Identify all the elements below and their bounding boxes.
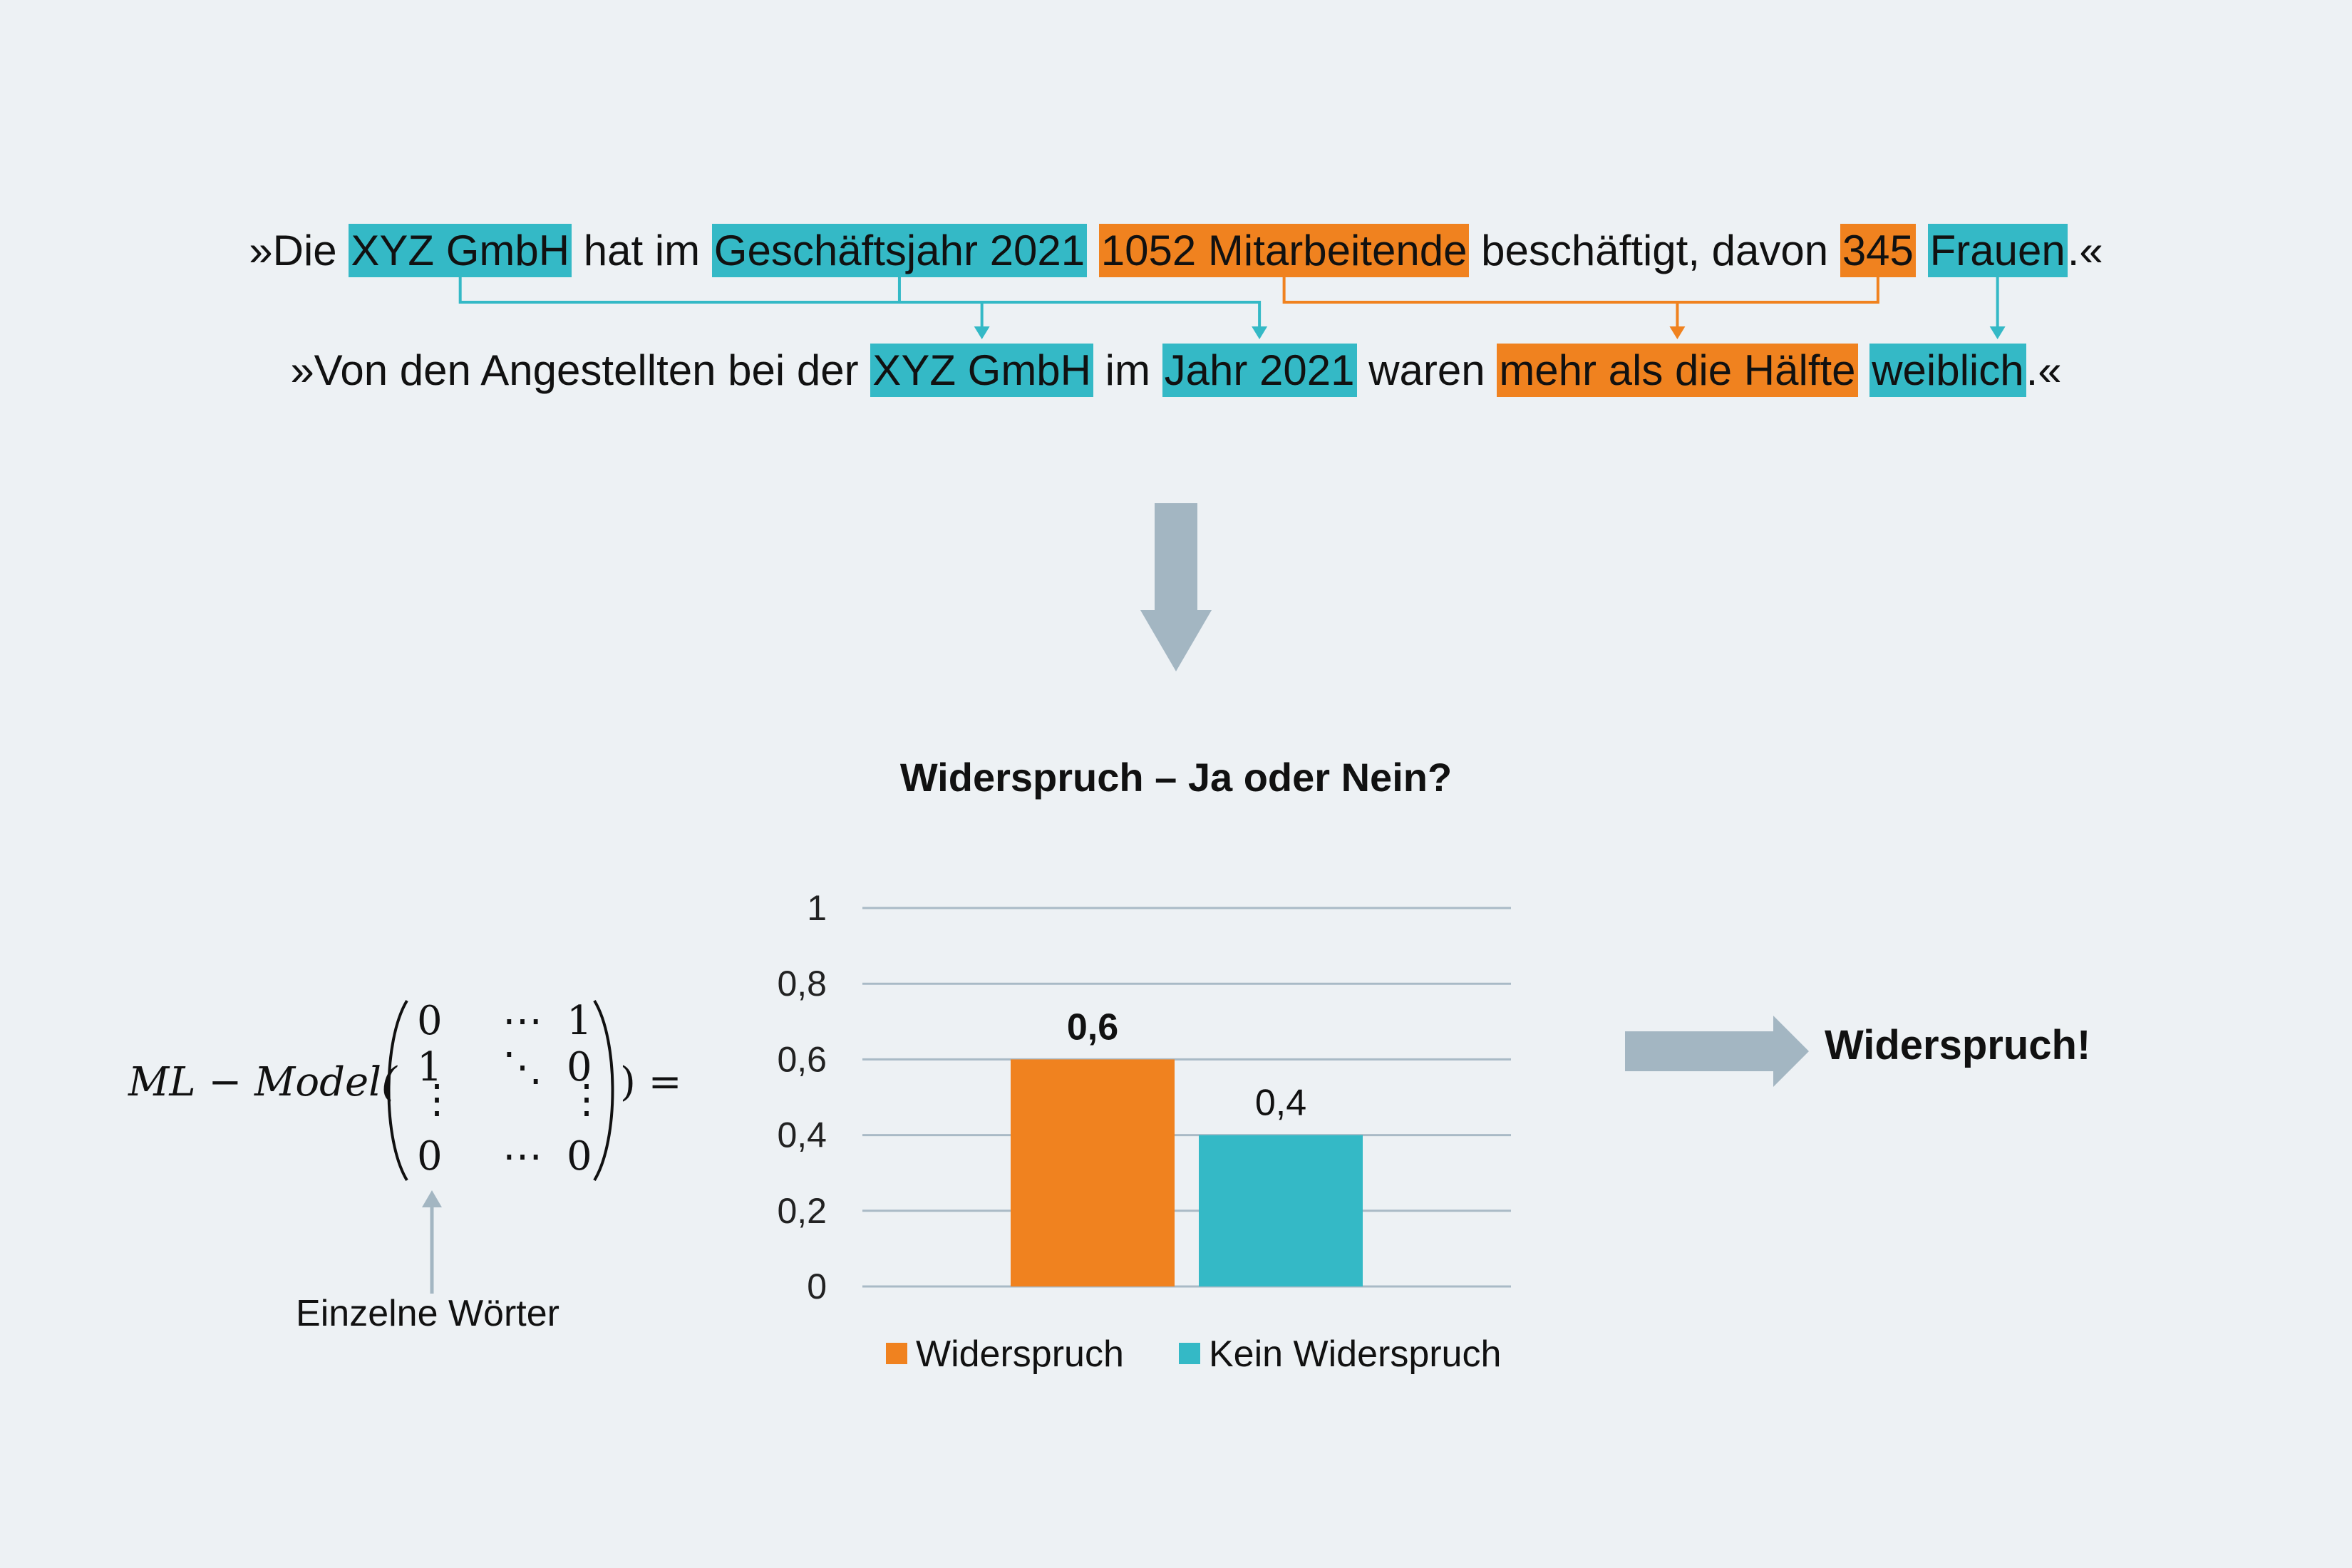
formula-suffix: ) = <box>620 1059 682 1105</box>
formula-prefix: ML − Model( <box>128 1059 397 1105</box>
y-tick-label: 0,2 <box>777 1191 827 1231</box>
sentence-1-text: .« <box>2067 227 2103 274</box>
bar-value-label: 0,4 <box>1255 1083 1306 1124</box>
matrix-cell: ⋱ <box>502 1044 542 1090</box>
chart-title: Widerspruch – Ja oder Nein? <box>899 755 1453 800</box>
legend-label: Widerspruch <box>916 1334 1124 1375</box>
sentence-2-text: .« <box>2026 346 2062 394</box>
entity-company: XYZ GmbH <box>349 224 572 277</box>
up-arrow-icon <box>422 1190 442 1294</box>
input-matrix: 0 ⋯ 1 1 ⋱ 0 ⋮ ⋮ 0 ⋯ 0 <box>410 998 738 1183</box>
sentence-2-text: waren <box>1356 346 1497 394</box>
connector-count <box>1282 277 1879 339</box>
entity-female: weiblich <box>1869 344 2026 397</box>
entity-company: XYZ GmbH <box>870 344 1094 397</box>
matrix-left-paren <box>387 999 408 1182</box>
y-tick-label: 0,6 <box>777 1039 827 1079</box>
sentence-2-text: im <box>1093 346 1162 394</box>
legend-label: Kein Widerspruch <box>1209 1334 1502 1375</box>
sentence-2-text: »Von den Angestellten bei der <box>290 346 871 394</box>
matrix-cell: ⋮ <box>417 1076 457 1123</box>
matrix-right-paren <box>593 999 614 1182</box>
entity-connectors <box>458 277 2006 339</box>
legend-item-kein-widerspruch: Kein Widerspruch <box>1179 1334 1501 1375</box>
sentence-1: »Die XYZ GmbH hat im Geschäftsjahr 2021 … <box>0 224 2352 277</box>
legend-swatch-orange <box>886 1343 907 1365</box>
matrix-cell: 1 <box>417 1044 443 1090</box>
legend-item-widerspruch: Widerspruch <box>886 1334 1124 1375</box>
matrix-cell: ⋯ <box>502 1133 542 1180</box>
connector-gender <box>1989 277 2006 339</box>
bar-widerspruch <box>1011 1059 1175 1286</box>
right-arrow-icon <box>1625 1016 1809 1087</box>
matrix-cell: ⋯ <box>502 998 542 1044</box>
entity-more-than-half: mehr als die Hälfte <box>1497 344 1858 397</box>
sentence-1-text: beschäftigt, davon <box>1469 227 1840 274</box>
connector-company <box>458 277 990 339</box>
matrix-caption: Einzelne Wörter <box>296 1293 559 1334</box>
y-tick-label: 0 <box>807 1267 827 1306</box>
sentence-2: »Von den Angestellten bei der XYZ GmbH i… <box>0 344 2352 397</box>
sentence-1-text: »Die <box>249 227 349 274</box>
down-arrow-icon <box>1140 503 1212 671</box>
entity-fiscal-year: Geschäftsjahr 2021 <box>711 224 1088 277</box>
entity-year: Jahr 2021 <box>1162 344 1357 397</box>
entity-employee-count: 1052 Mitarbeitende <box>1098 224 1470 277</box>
y-tick-label: 0,8 <box>777 964 827 1004</box>
y-tick-label: 0,4 <box>777 1115 827 1155</box>
matrix-cell: 1 <box>567 998 592 1044</box>
y-tick-label: 1 <box>807 888 827 928</box>
connector-year <box>897 277 1268 339</box>
matrix-cell: 0 <box>567 1133 592 1180</box>
matrix-cell: 0 <box>567 1044 592 1090</box>
bar-kein-widerspruch <box>1199 1135 1363 1286</box>
sentence-1-text: hat im <box>572 227 712 274</box>
entity-women-count: 345 <box>1840 224 1916 277</box>
legend-swatch-teal <box>1179 1343 1200 1365</box>
matrix-cell: ⋮ <box>567 1076 607 1123</box>
matrix-cell: 0 <box>417 998 443 1044</box>
result-label: Widerspruch! <box>1825 1022 2091 1068</box>
entity-women: Frauen <box>1927 224 2068 277</box>
bar-value-label: 0,6 <box>1067 1006 1118 1048</box>
matrix-cell: 0 <box>417 1133 443 1180</box>
